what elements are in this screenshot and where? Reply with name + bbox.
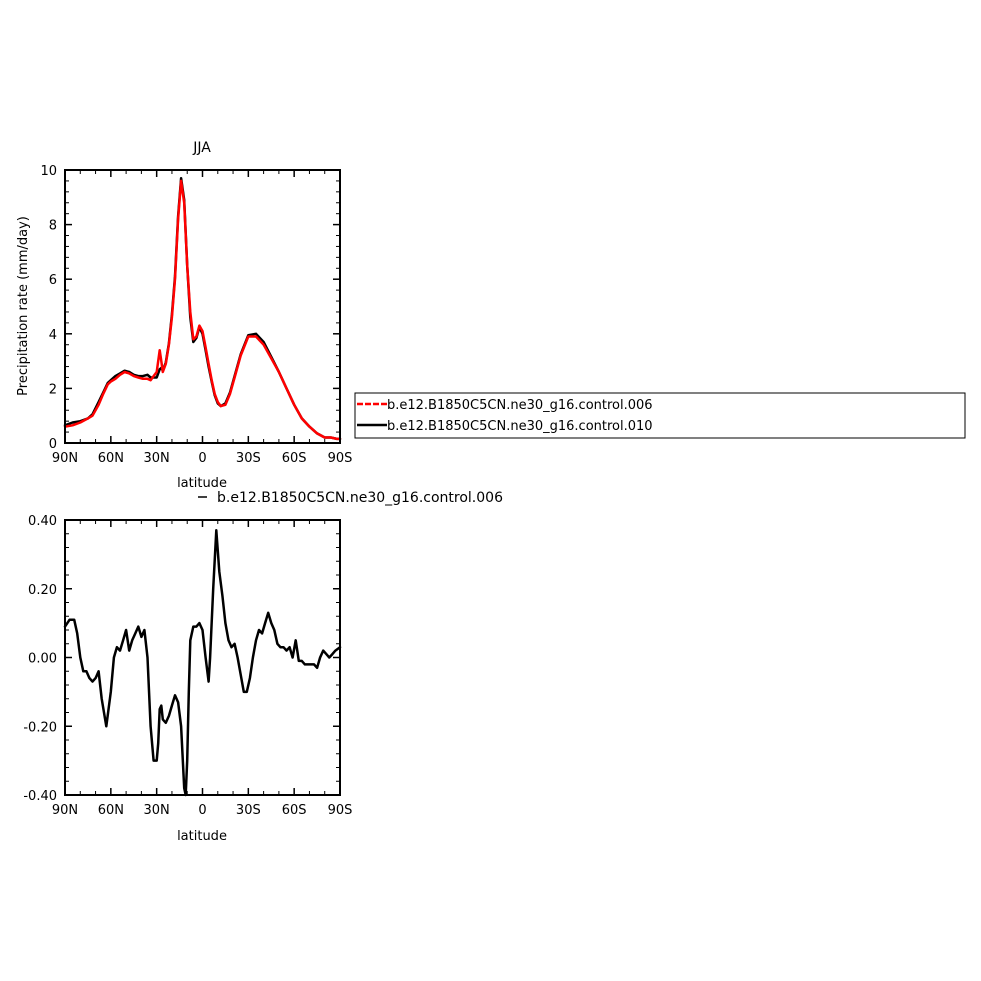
diff-plot-frame [64,519,341,796]
y-tick-label: 0 [49,437,57,452]
series-line-1 [63,176,342,441]
diff-series [63,529,342,797]
x-tick-label: 90S [328,451,353,466]
x-tick-label: 90N [52,451,78,466]
x-tick-label: 90N [52,803,78,818]
legend-label-010: b.e12.B1850C5CN.ne30_g16.control.010 [387,419,653,434]
x-tick-label: 30N [144,451,170,466]
x-tick-label: 30S [236,803,261,818]
y-tick-label: 0.40 [28,514,57,529]
precip-legend: b.e12.B1850C5CN.ne30_g16.control.006 b.e… [354,392,966,439]
y-tick-label: 8 [49,219,57,234]
legend-box [354,392,966,439]
x-tick-label: 0 [198,803,206,818]
x-tick-label: 30N [144,803,170,818]
y-tick-label: 0.20 [28,583,57,598]
series-line-0 [63,179,342,441]
precip-ticks: 90N 60N 30N 0 30S 60S 90S 0 2 4 6 8 10 [40,164,352,466]
x-tick-label: 60S [282,803,307,818]
diff-legend-label: b.e12.B1850C5CN.ne30_g16.control.006 [217,490,503,506]
precip-title: JJA [192,140,211,156]
diff-x-axis-label: latitude [177,829,227,844]
precip-series [63,176,342,441]
y-tick-label: 10 [40,164,57,179]
y-tick-label: -0.20 [23,720,57,735]
y-tick-label: -0.40 [23,789,57,804]
x-tick-label: 0 [198,451,206,466]
diff-ticks: 90N 60N 30N 0 30S 60S 90S 0.40 0.20 0.00 -0.20 -0.4… [23,514,352,818]
legend-label-006: b.e12.B1850C5CN.ne30_g16.control.006 [387,398,653,413]
precip-plot-frame [64,169,341,444]
y-tick-label: 6 [49,273,57,288]
precip-x-axis-label: latitude [177,476,227,491]
difference-panel: b.e12.B1850C5CN.ne30_g16.control.006 90N… [23,490,503,844]
x-tick-label: 90S [328,803,353,818]
x-tick-label: 60N [98,803,124,818]
y-tick-label: 4 [49,328,57,343]
y-tick-label: 0.00 [28,652,57,667]
x-tick-label: 30S [236,451,261,466]
x-tick-label: 60S [282,451,307,466]
series-line-0 [63,529,342,797]
precip-y-axis-label: Precipitation rate (mm/day) [16,216,31,396]
x-tick-label: 60N [98,451,124,466]
y-tick-label: 2 [49,382,57,397]
